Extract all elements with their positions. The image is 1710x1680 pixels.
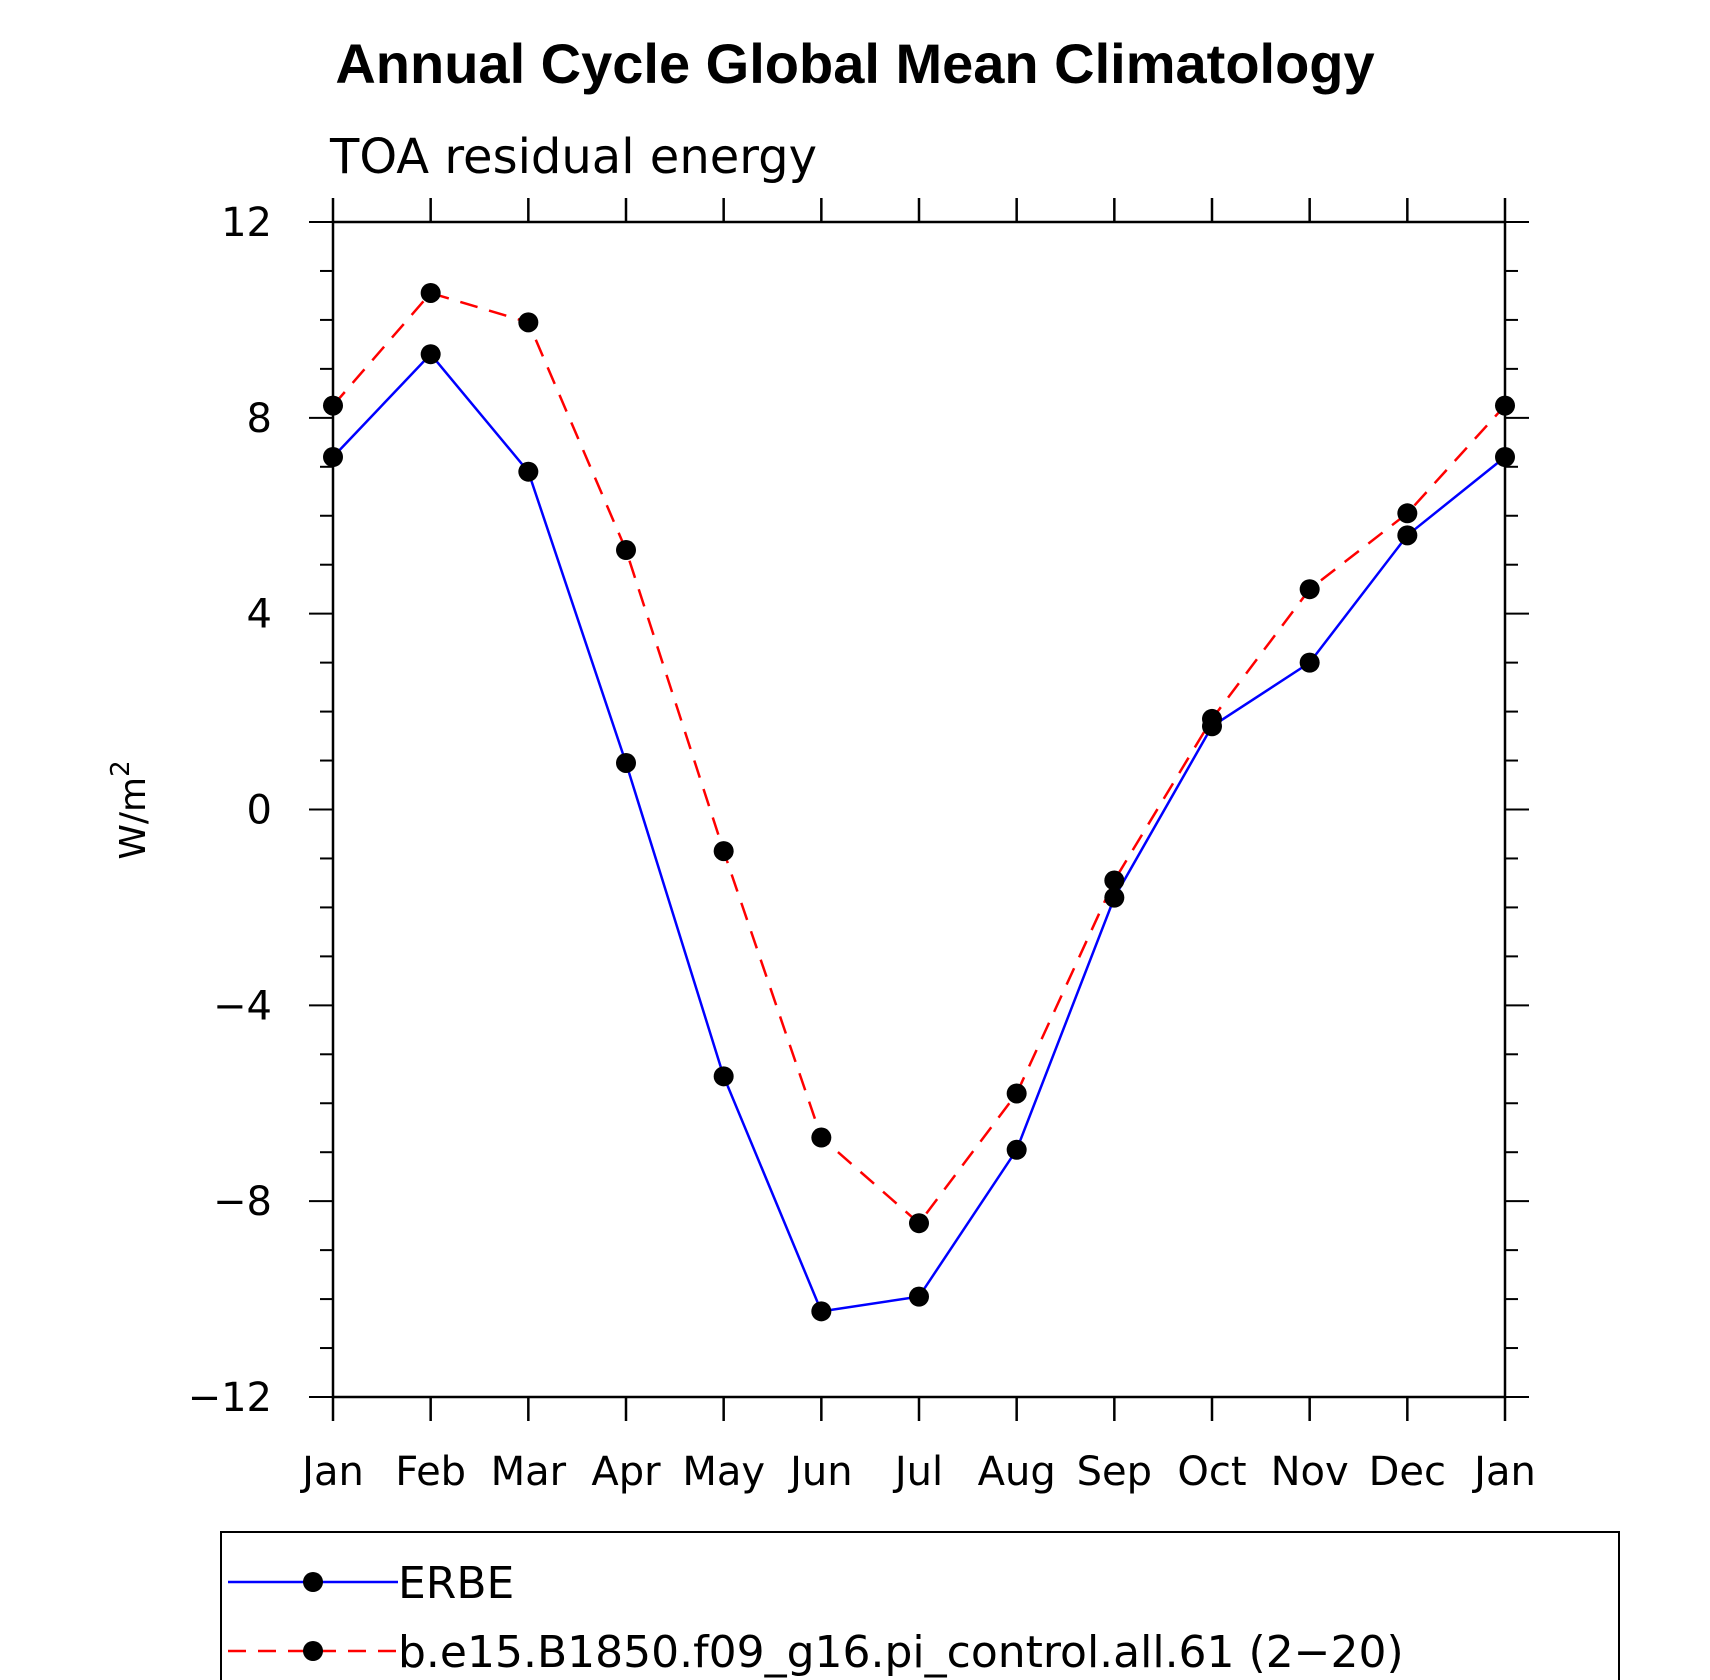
- data-point: [323, 395, 343, 416]
- y-tick-label: 8: [247, 396, 272, 442]
- series-line: [332, 352, 1506, 1313]
- y-tick-label: −4: [213, 983, 272, 1029]
- data-point: [616, 540, 636, 561]
- x-tick-label: Jan: [299, 1449, 364, 1495]
- data-point: [518, 461, 539, 482]
- data-point: [811, 1301, 832, 1322]
- y-tick-label: 4: [247, 592, 272, 638]
- data-point: [1202, 708, 1222, 729]
- y-tick-label: −12: [188, 1375, 272, 1421]
- x-tick-label: Mar: [491, 1449, 567, 1495]
- data-point: [1006, 1083, 1027, 1104]
- data-point: [1397, 503, 1418, 524]
- legend-marker: [303, 1641, 323, 1661]
- x-tick-label: Feb: [395, 1449, 466, 1495]
- x-tick-label: Jul: [892, 1449, 943, 1495]
- y-tick-label: −8: [213, 1179, 272, 1225]
- data-point: [1495, 395, 1515, 416]
- data-point: [811, 1127, 832, 1148]
- y-axis-label: W/m2: [106, 760, 154, 859]
- legend-label: b.e15.B1850.f09_g16.pi_control.all.61 (2…: [398, 1627, 1404, 1678]
- data-point: [909, 1286, 929, 1307]
- data-point: [1299, 579, 1320, 600]
- data-point: [1397, 525, 1418, 546]
- y-tick-label: 0: [247, 788, 272, 834]
- x-tick-label: Oct: [1177, 1449, 1246, 1495]
- y-axis-label-unit: W/m: [113, 777, 154, 860]
- legend-box: [220, 1531, 1620, 1680]
- data-point: [713, 841, 734, 862]
- y-tick-labels: −12 −8 −4 0 4 8 12: [188, 200, 272, 1421]
- data-point: [1495, 447, 1515, 467]
- x-tick-label: Aug: [978, 1449, 1056, 1495]
- legend-marker: [303, 1572, 323, 1592]
- series-line: [332, 291, 1506, 1226]
- x-tick-label: Apr: [591, 1449, 661, 1495]
- x-tick-label: Dec: [1369, 1449, 1446, 1495]
- legend: ERBE b.e15.B1850.f09_g16.pi_control.all.6…: [228, 1558, 1404, 1678]
- series-lines: [332, 291, 1506, 1313]
- x-tick-label: May: [682, 1449, 765, 1495]
- data-point: [1104, 870, 1125, 891]
- data-point: [1299, 652, 1320, 673]
- x-tick-label: Nov: [1271, 1449, 1349, 1495]
- data-point: [1006, 1139, 1027, 1160]
- axis-ticks: [309, 198, 1529, 1421]
- data-point: [518, 312, 539, 333]
- x-tick-label: Jun: [787, 1449, 853, 1495]
- x-tick-label: Sep: [1077, 1449, 1152, 1495]
- chart-subtitle: TOA residual energy: [329, 129, 817, 185]
- data-point: [323, 447, 343, 467]
- y-tick-label: 12: [221, 200, 272, 246]
- data-point: [909, 1213, 929, 1234]
- data-point: [616, 752, 636, 773]
- data-point: [420, 344, 441, 365]
- chart-title: Annual Cycle Global Mean Climatology: [335, 32, 1374, 95]
- data-point: [420, 282, 441, 303]
- legend-label: ERBE: [398, 1558, 514, 1609]
- data-point: [1104, 887, 1125, 908]
- series-markers: [323, 282, 1515, 1322]
- x-tick-labels: Jan Feb Mar Apr May Jun Jul Aug Sep Oct Nov Dec Jan: [299, 1449, 1536, 1495]
- y-axis-label-exponent: 2: [106, 760, 136, 777]
- data-point: [713, 1066, 734, 1087]
- x-tick-label: Jan: [1471, 1449, 1536, 1495]
